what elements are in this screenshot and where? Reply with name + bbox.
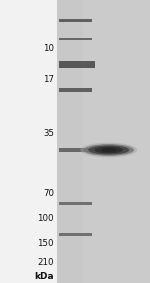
Text: 10: 10 — [43, 44, 54, 53]
Bar — [58, 202, 92, 205]
Ellipse shape — [80, 143, 137, 157]
Bar — [57, 0, 150, 283]
Bar — [82, 0, 150, 283]
Bar — [58, 19, 92, 22]
Ellipse shape — [94, 147, 123, 153]
Text: 210: 210 — [38, 258, 54, 267]
Ellipse shape — [88, 145, 129, 155]
Bar — [58, 38, 92, 40]
Text: 35: 35 — [43, 128, 54, 138]
Bar — [58, 233, 92, 236]
Text: kDa: kDa — [34, 272, 54, 281]
Text: 17: 17 — [43, 75, 54, 84]
Bar — [58, 88, 92, 92]
Bar — [0, 0, 57, 283]
Text: 150: 150 — [38, 239, 54, 248]
Text: 100: 100 — [38, 214, 54, 223]
Bar — [58, 148, 92, 152]
Ellipse shape — [84, 144, 134, 156]
Text: 70: 70 — [43, 188, 54, 198]
Ellipse shape — [101, 148, 117, 152]
Bar — [58, 61, 94, 68]
